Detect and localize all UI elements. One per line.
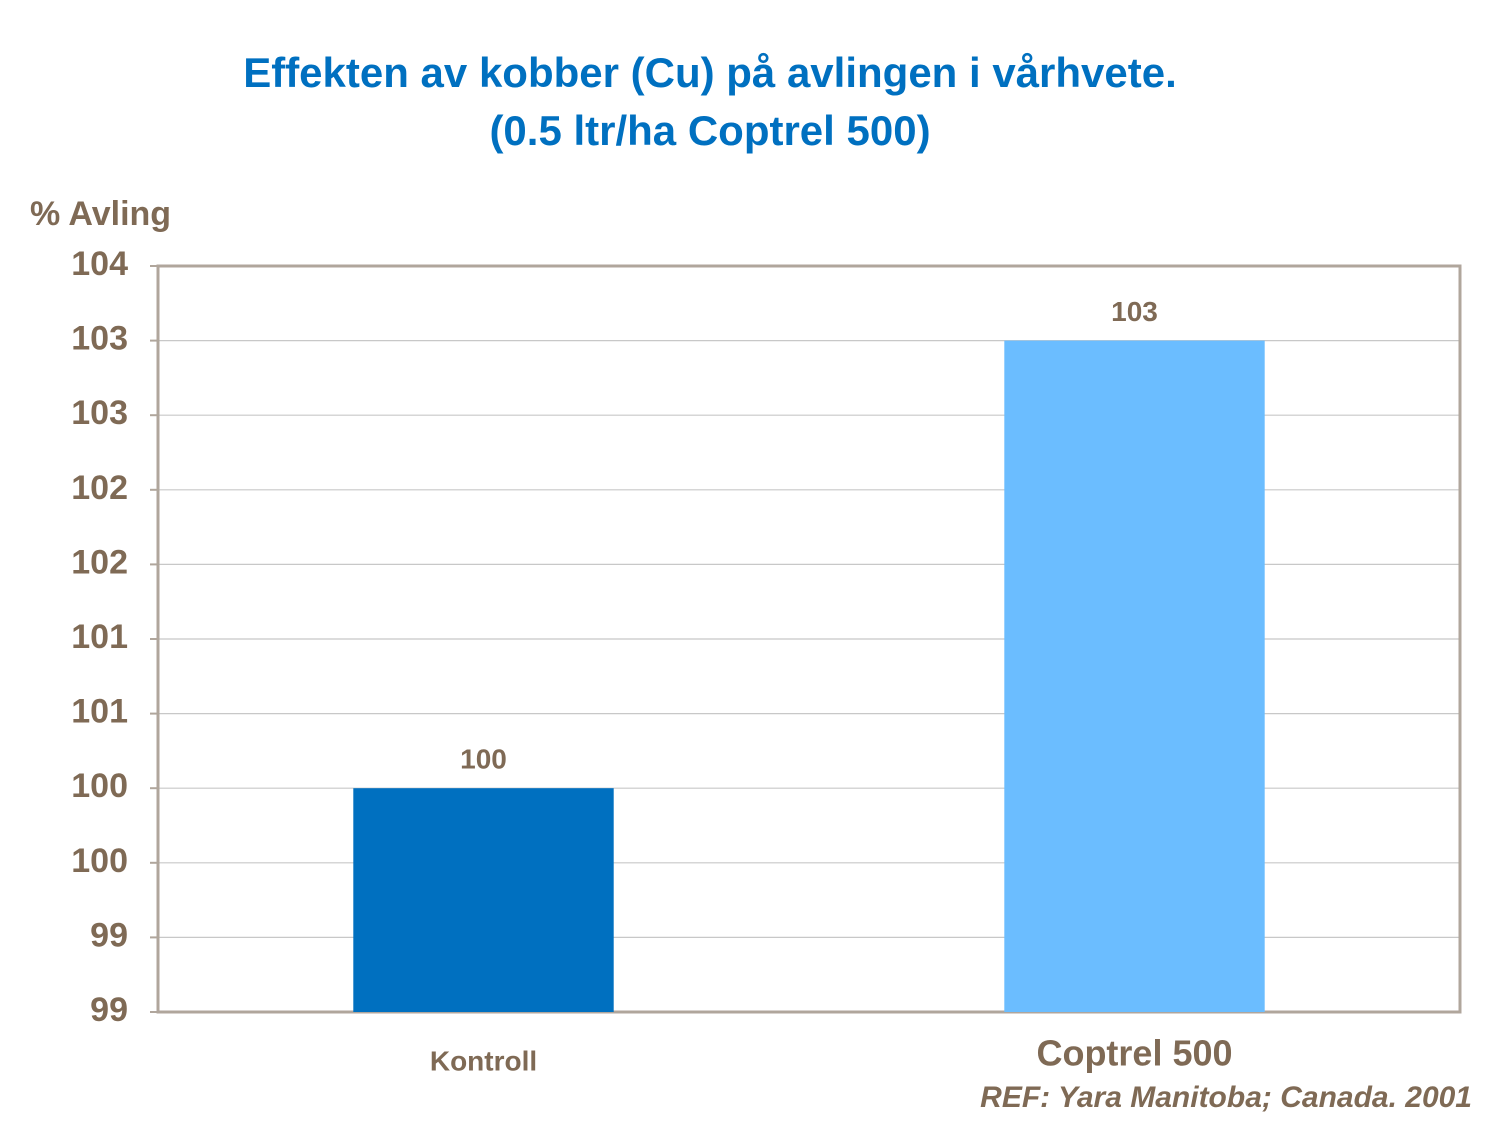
y-tick-label: 101 [71,618,128,656]
chart-subtitle: (0.5 ltr/ha Coptrel 500) [489,107,930,154]
y-axis-label: % Avling [30,195,171,233]
data-label: 103 [1111,296,1158,327]
y-tick-label: 103 [71,320,128,358]
y-tick-label: 99 [90,916,128,954]
y-tick-label: 100 [71,767,128,805]
source-note: REF: Yara Manitoba; Canada. 2001 [980,1081,1472,1114]
bar [1004,340,1265,1013]
plot-border [156,264,1462,1014]
x-tick-label: Kontroll [430,1045,537,1076]
data-label: 100 [460,744,507,775]
y-tick-label: 99 [90,991,128,1029]
x-tick-label: Coptrel 500 [1036,1033,1232,1074]
y-tick-label: 102 [71,543,128,581]
bar [353,788,614,1012]
y-tick-label: 100 [71,842,128,880]
y-tick-label: 101 [71,693,128,731]
y-tick-label: 104 [71,245,128,283]
y-tick-label: 103 [71,394,128,432]
chart-title: Effekten av kobber (Cu) på avlingen i vå… [243,49,1177,96]
y-tick-label: 102 [71,469,128,507]
